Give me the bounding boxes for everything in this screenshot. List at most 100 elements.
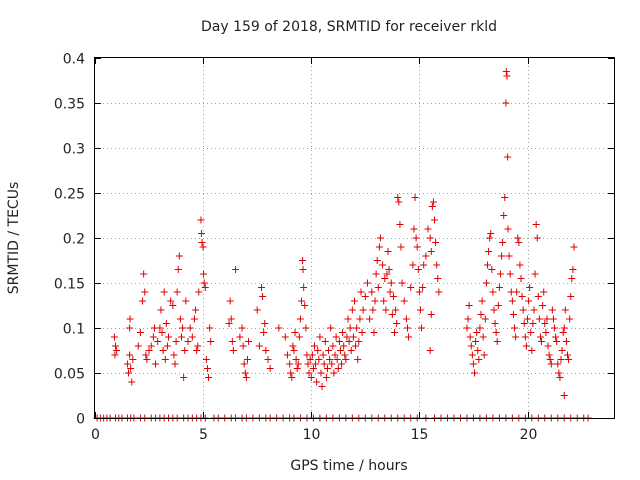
data-point <box>127 365 135 372</box>
data-point <box>197 230 205 237</box>
data-point <box>554 360 562 368</box>
data-point <box>477 311 485 318</box>
data-point <box>368 288 376 296</box>
data-point <box>400 297 408 305</box>
data-point <box>538 338 546 345</box>
data-point <box>403 324 411 332</box>
data-point <box>502 99 510 107</box>
data-point <box>229 347 237 354</box>
data-point <box>225 320 233 327</box>
data-point <box>508 297 516 305</box>
data-point <box>393 320 401 327</box>
data-point <box>315 356 323 363</box>
data-point <box>486 234 494 242</box>
data-point <box>143 356 151 363</box>
data-point <box>388 311 396 318</box>
data-point <box>322 374 330 381</box>
data-point <box>288 374 296 381</box>
data-point <box>147 342 155 350</box>
data-point <box>539 302 547 309</box>
data-point <box>372 270 380 278</box>
data-point <box>386 288 394 296</box>
data-point <box>325 347 333 354</box>
data-point <box>176 315 184 323</box>
data-point <box>475 356 483 363</box>
data-point <box>358 329 366 336</box>
data-point <box>471 369 479 377</box>
data-point <box>160 288 168 296</box>
data-point <box>125 369 133 377</box>
data-point <box>113 347 121 354</box>
data-point <box>480 351 488 359</box>
data-point <box>547 360 555 368</box>
data-point <box>347 347 355 354</box>
data-point <box>298 297 306 305</box>
x-tick-label: 20 <box>520 427 538 443</box>
data-point <box>409 261 417 269</box>
data-point <box>557 356 565 363</box>
data-point <box>370 329 378 336</box>
data-point <box>239 342 247 350</box>
data-point <box>201 284 209 291</box>
data-point <box>513 288 521 296</box>
data-point <box>309 365 317 372</box>
data-point <box>261 320 269 327</box>
data-point <box>389 293 397 300</box>
data-point <box>412 234 420 242</box>
data-point <box>363 279 371 287</box>
data-point <box>174 266 182 273</box>
data-point <box>243 356 251 363</box>
data-point <box>532 221 540 228</box>
data-point <box>179 324 187 332</box>
data-point <box>567 293 575 300</box>
data-point <box>302 324 310 332</box>
data-point <box>517 275 525 282</box>
data-point <box>266 365 274 372</box>
data-point <box>236 333 244 341</box>
data-point <box>336 347 344 354</box>
data-point <box>203 365 211 372</box>
data-point <box>491 320 499 327</box>
data-point <box>126 324 134 332</box>
data-point <box>391 329 399 336</box>
data-point <box>426 347 434 354</box>
data-point <box>548 306 556 314</box>
data-point <box>464 315 472 323</box>
data-point <box>570 243 578 251</box>
y-tick-label: 0.4 <box>63 52 85 68</box>
data-point <box>136 329 144 336</box>
data-point <box>110 333 118 341</box>
data-point <box>424 225 432 233</box>
data-point <box>354 356 362 363</box>
data-point <box>355 338 363 345</box>
data-point <box>468 351 476 359</box>
data-point <box>202 356 210 363</box>
data-point <box>366 315 374 323</box>
data-point <box>171 360 179 368</box>
data-point <box>294 360 302 368</box>
data-point <box>351 297 358 305</box>
data-point <box>487 230 495 237</box>
y-axis-label: SRMTID / TECUs <box>6 182 22 295</box>
data-point <box>515 239 523 246</box>
axis-ticks: 0 5 10 15 20 0 0.05 0.1 0.15 0.2 0.25 0.3 0.35 0.4 <box>54 52 614 443</box>
data-point <box>240 360 248 368</box>
data-point <box>518 293 526 300</box>
data-point <box>560 392 568 399</box>
data-point <box>489 288 497 296</box>
data-point <box>533 234 541 242</box>
data-point <box>245 338 253 345</box>
data-point <box>509 311 517 318</box>
data-point <box>241 369 249 377</box>
data-point <box>381 275 389 282</box>
data-point <box>374 284 382 291</box>
data-point <box>333 356 341 363</box>
y-tick-label: 0.15 <box>54 277 85 293</box>
data-point <box>560 324 568 332</box>
data-point <box>420 261 428 269</box>
data-point <box>255 342 263 350</box>
x-tick-label: 15 <box>411 427 429 443</box>
data-point <box>428 203 436 210</box>
data-point <box>319 351 327 359</box>
data-point <box>415 288 423 296</box>
